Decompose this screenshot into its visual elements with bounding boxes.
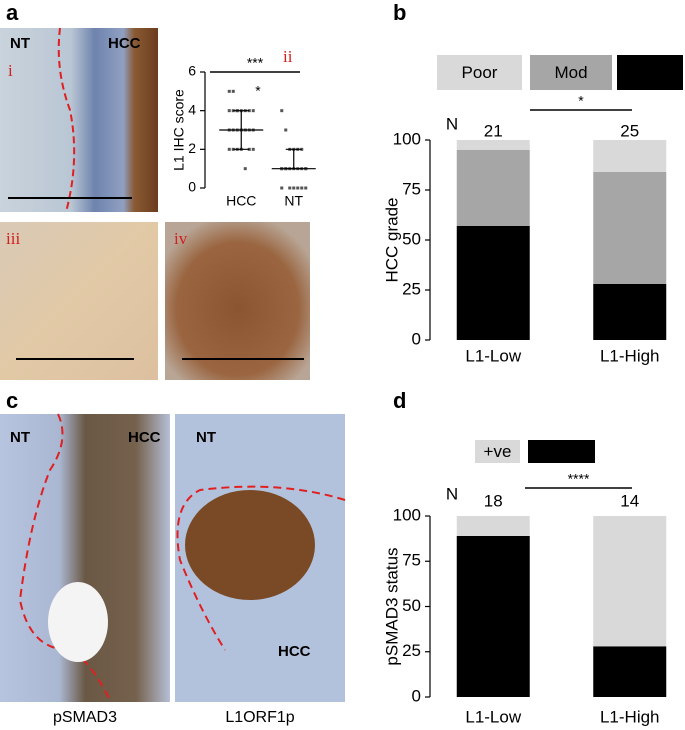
significance: * — [578, 93, 584, 109]
bar-segment — [593, 646, 667, 697]
y-tick-label: 6 — [188, 63, 196, 79]
legend-label: Well — [634, 63, 667, 82]
y-tick-label: 4 — [188, 101, 196, 117]
y-tick-label: 0 — [412, 329, 421, 348]
n-value: 14 — [620, 491, 639, 510]
y-tick-label: 0 — [412, 686, 421, 705]
roman-label: iv — [174, 229, 188, 248]
panel-label: d — [393, 388, 406, 413]
n-value: 25 — [620, 121, 639, 140]
image-label: NT — [10, 429, 30, 446]
legend-swatch — [617, 55, 683, 90]
lumen — [48, 582, 108, 662]
panel-label: a — [6, 0, 19, 25]
roman-label: ii — [283, 47, 293, 66]
y-tick-label: 50 — [402, 596, 421, 615]
n-value: 18 — [484, 491, 503, 510]
legend-swatch — [530, 55, 612, 90]
bar-segment — [593, 516, 667, 647]
micrograph-iv — [165, 222, 310, 380]
image-label: NT — [196, 429, 216, 446]
boundary — [176, 485, 346, 651]
data-point — [288, 186, 292, 190]
y-tick-label: 100 — [393, 129, 421, 148]
y-tick-label: 50 — [402, 229, 421, 248]
y-tick-label: 2 — [188, 140, 196, 156]
x-tick-label: L1-Low — [465, 707, 521, 726]
data-point — [292, 186, 296, 190]
bar-segment — [456, 226, 530, 340]
bar-segment — [456, 516, 530, 536]
significance: **** — [568, 471, 590, 487]
legend-label: +ve — [484, 442, 512, 461]
legend-label: -ve — [550, 442, 574, 461]
y-axis-label: pSMAD3 status — [382, 547, 401, 665]
x-tick-label: NT — [284, 193, 303, 209]
bar-segment — [593, 284, 667, 340]
data-point — [227, 89, 231, 93]
y-tick-label: 0 — [188, 179, 196, 195]
image-caption: pSMAD3 — [53, 709, 117, 726]
legend-swatch — [528, 440, 595, 463]
bar-segment — [456, 535, 530, 697]
roman-label: iii — [6, 229, 20, 248]
x-tick-label: HCC — [226, 193, 256, 209]
bar-segment — [593, 140, 667, 172]
panel-label: c — [6, 388, 18, 413]
data-point — [280, 109, 284, 113]
image-label: HCC — [278, 643, 311, 660]
significance: *** — [247, 55, 264, 71]
n-label: N — [446, 484, 458, 503]
roman-label: i — [8, 61, 13, 80]
y-tick-label: 100 — [393, 505, 421, 524]
legend-swatch — [437, 55, 522, 90]
x-tick-label: L1-Low — [465, 346, 521, 365]
legend-label: Mod — [554, 63, 587, 82]
n-label: N — [446, 114, 458, 133]
boundary — [57, 27, 76, 213]
data-point — [300, 186, 304, 190]
data-point — [231, 89, 235, 93]
data-point — [227, 147, 231, 151]
legend-swatch — [475, 440, 520, 463]
y-tick-label: 25 — [402, 641, 421, 660]
y-tick-label: 75 — [402, 179, 421, 198]
data-point — [243, 167, 247, 171]
data-point — [251, 109, 255, 113]
bar-segment — [456, 150, 530, 226]
bar-segment — [593, 172, 667, 284]
image-caption: L1ORF1p — [225, 709, 294, 726]
y-tick-label: 75 — [402, 551, 421, 570]
y-tick-label: 25 — [402, 279, 421, 298]
image-label: HCC — [128, 429, 161, 446]
data-point — [296, 186, 300, 190]
data-point — [304, 186, 308, 190]
data-point — [251, 147, 255, 151]
y-axis-label: HCC grade — [382, 197, 401, 282]
image-label: HCC — [108, 35, 141, 52]
panel-label: b — [393, 0, 406, 25]
data-point — [280, 186, 284, 190]
y-axis-label: L1 IHC score — [171, 89, 187, 171]
x-tick-label: L1-High — [600, 346, 660, 365]
data-point — [284, 128, 288, 132]
legend-label: Poor — [462, 63, 498, 82]
micrograph-i — [0, 28, 158, 212]
tumor-region — [185, 490, 315, 600]
x-tick-label: L1-High — [600, 707, 660, 726]
data-point — [227, 109, 231, 113]
n-value: 21 — [484, 121, 503, 140]
bar-segment — [456, 140, 530, 150]
annotation: * — [255, 83, 261, 99]
micrograph-iii — [0, 222, 158, 380]
image-label: NT — [10, 35, 30, 52]
